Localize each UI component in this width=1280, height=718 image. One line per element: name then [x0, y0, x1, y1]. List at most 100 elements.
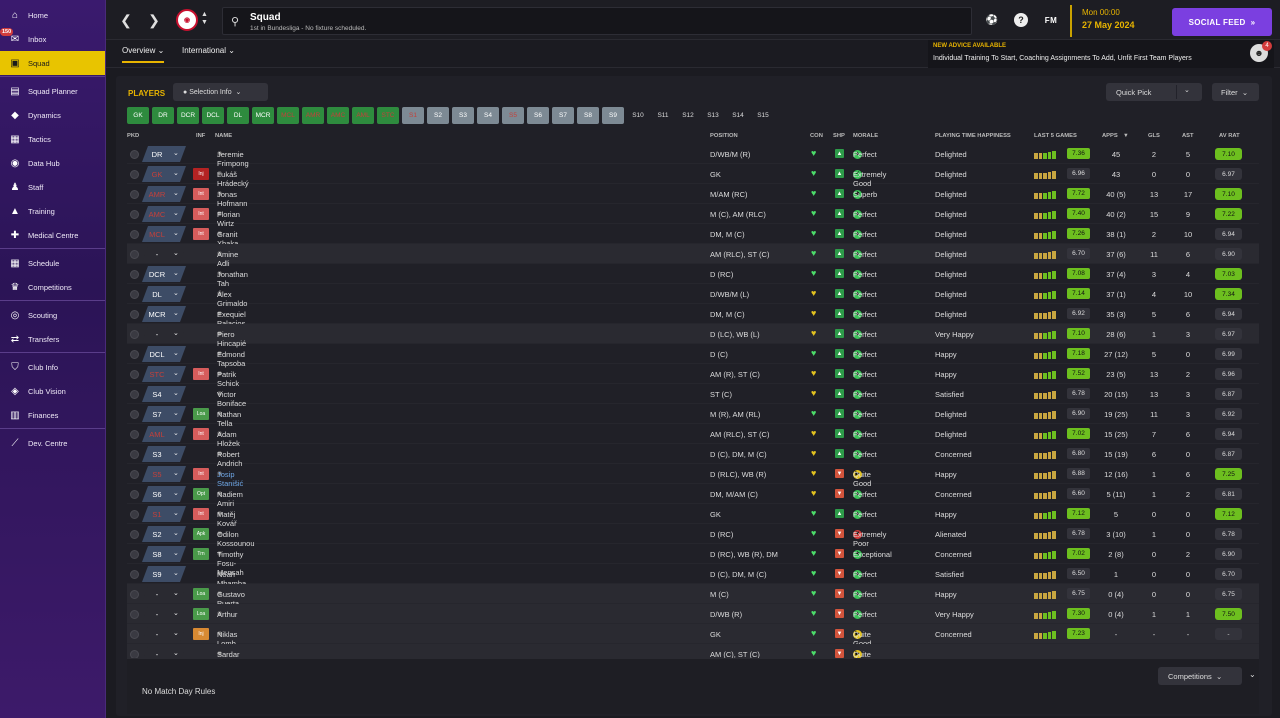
table-row[interactable]: - ⌄ Loa ◉Gustavo Puerta M (C) ♥ ▼ ▲Perfect Happy… — [127, 584, 1259, 608]
selection-info-button[interactable]: ● Selection Info ⌄ — [173, 83, 268, 101]
pick-radio[interactable] — [130, 330, 139, 339]
selection-dropdown[interactable]: S1 — [142, 506, 186, 522]
chevron-down-icon[interactable]: ⌄ — [173, 170, 179, 177]
chevron-down-icon[interactable]: ⌄ — [173, 370, 179, 377]
sidebar-item-data-hub[interactable]: ◉ Data Hub — [0, 151, 105, 175]
table-row[interactable]: S8 ⌄ Trn ◉ Timothy Fosu-Mensah D (RC), WB (R)… — [127, 544, 1259, 577]
position-button-s9[interactable]: S9 — [602, 107, 624, 124]
sidebar-item-competitions[interactable]: ♛ Competitions — [0, 275, 105, 299]
pick-radio[interactable] — [130, 530, 139, 539]
sidebar-item-training[interactable]: ▲ Training — [0, 199, 105, 223]
chevron-down-icon[interactable]: ⌄ — [173, 650, 179, 657]
col-name[interactable]: NAME — [215, 133, 233, 139]
position-button-amc[interactable]: AMC — [327, 107, 349, 124]
help-icon[interactable]: ? — [1014, 13, 1028, 27]
position-button-s4[interactable]: S4 — [477, 107, 499, 124]
ball-icon[interactable]: ⚽ — [985, 14, 999, 26]
selection-dropdown[interactable]: S5 — [142, 466, 186, 482]
position-button-s3[interactable]: S3 — [452, 107, 474, 124]
selection-dropdown[interactable]: DL — [142, 286, 186, 302]
selection-dropdown[interactable]: GK — [142, 166, 186, 182]
selection-dropdown[interactable]: MCL — [142, 226, 186, 242]
sidebar-item-club-info[interactable]: ⛉ Club Info — [0, 355, 105, 379]
pick-radio[interactable] — [130, 150, 139, 159]
pick-radio[interactable] — [130, 370, 139, 379]
chevron-down-icon[interactable]: ⌄ — [1184, 87, 1190, 94]
position-button-s12[interactable]: S12 — [682, 112, 694, 119]
pick-radio[interactable] — [130, 230, 139, 239]
selection-dropdown[interactable]: DCR — [142, 266, 186, 282]
sidebar-item-schedule[interactable]: ▦ Schedule — [0, 251, 105, 275]
pick-radio[interactable] — [130, 430, 139, 439]
col-apps[interactable]: APPS — [1102, 133, 1118, 139]
col-pkd[interactable]: PKD — [127, 133, 140, 139]
table-row[interactable]: AML ⌄ Int ◉ Adam Hložek AM (RLC), ST (C) ♥ ▲ ▲ Pe… — [127, 424, 1259, 448]
chevron-down-icon[interactable]: ⌄ — [173, 550, 179, 557]
col-last5[interactable]: LAST 5 GAMES — [1034, 133, 1077, 139]
position-button-s8[interactable]: S8 — [577, 107, 599, 124]
selection-dropdown[interactable]: S4 — [142, 386, 186, 402]
chevron-down-icon[interactable]: ⌄ — [173, 310, 179, 317]
position-button-s5[interactable]: S5 — [502, 107, 524, 124]
table-row[interactable]: - ⌄ ◉Sardar Azmoun AM (C), ST (C) ♥ ▼ ▶Quite G… — [127, 644, 1259, 658]
table-row[interactable]: - ⌄ Loa ◉ Arthur D/WB (R) ♥ ▼ ▲ Perfect Very Happy… — [127, 604, 1259, 624]
pick-radio[interactable] — [130, 350, 139, 359]
pick-radio[interactable] — [130, 650, 139, 658]
col-morale[interactable]: MORALE — [853, 133, 879, 139]
selection-dropdown[interactable]: DCL — [142, 346, 186, 362]
table-row[interactable]: AMR ⌄ Int ◉ Jonas Hofmann M/AM (RC) ♥ ▲ ◆ Superb D… — [127, 184, 1259, 208]
col-avrat[interactable]: AV RAT — [1219, 133, 1240, 139]
selection-dropdown[interactable]: - — [142, 586, 186, 602]
table-row[interactable]: STC ⌄ Int ◉ Patrik Schick AM (R), ST (C) ♥ ▲ ▲ Pe… — [127, 364, 1259, 388]
back-arrow-icon[interactable]: ❮ — [120, 11, 132, 28]
table-row[interactable]: S4 ⌄ ◉ Victor Boniface ST (C) ♥ ▲ ▲ Perfect Satis… — [127, 384, 1259, 408]
sidebar-item-home[interactable]: ⌂ Home — [0, 3, 105, 27]
chevron-down-icon[interactable]: ⌄ — [173, 250, 179, 257]
pick-radio[interactable] — [130, 570, 139, 579]
selection-dropdown[interactable]: S8 — [142, 546, 186, 562]
table-row[interactable]: MCR⌄◉Exequiel PalaciosDM, M (C)♥▲▲Perfec… — [127, 304, 1259, 328]
table-row[interactable]: S5 ⌄ Int ◉ Josip Stanišić D (RLC), WB (R) ♥ ▼ ▶ Q… — [127, 464, 1259, 488]
pick-radio[interactable] — [130, 190, 139, 199]
sidebar-item-dev-centre[interactable]: ⟋ Dev. Centre — [0, 431, 105, 455]
table-row[interactable]: S7 ⌄ Loa ◉ Nathan Tella M (R), AM (RL) ♥ ▲ ▲ Perf… — [127, 404, 1259, 428]
table-row[interactable]: - ⌄ Inj ◉Niklas Lomb GK ♥ ▼ ▶Quite Good Concerne… — [127, 624, 1259, 648]
table-row[interactable]: DCR ⌄ ◉ Jonathan Tah D (RC) ♥ ▲ ▲ Perfect Delight… — [127, 264, 1259, 288]
selection-dropdown[interactable]: - — [142, 606, 186, 622]
sidebar-item-staff[interactable]: ♟ Staff — [0, 175, 105, 199]
position-button-mcr[interactable]: MCR — [252, 107, 274, 124]
chevron-down-icon[interactable]: ⌄ — [173, 390, 179, 397]
chevron-down-icon[interactable]: ⌄ — [173, 590, 179, 597]
pick-radio[interactable] — [130, 490, 139, 499]
position-button-stc[interactable]: STC — [377, 107, 399, 124]
position-button-s11[interactable]: S11 — [657, 112, 669, 119]
advice-banner[interactable]: NEW ADVICE AVAILABLE Individual Training… — [928, 40, 1274, 68]
chevron-down-icon[interactable]: ⌄ — [173, 530, 179, 537]
pick-radio[interactable] — [130, 510, 139, 519]
chevron-down-icon[interactable]: ⌄ — [173, 610, 179, 617]
selection-dropdown[interactable]: S9 — [142, 566, 186, 582]
chevron-down-icon[interactable]: ⌄ — [173, 190, 179, 197]
sidebar-item-squad[interactable]: ▣ Squad — [0, 51, 105, 75]
pick-radio[interactable] — [130, 390, 139, 399]
table-row[interactable]: GK ⌄ Inj ◉ Lukáš Hrádecký GK ♥ ▲ ✓ Extremely Good… — [127, 164, 1259, 188]
selection-dropdown[interactable]: AMC — [142, 206, 186, 222]
position-button-s6[interactable]: S6 — [527, 107, 549, 124]
col-con[interactable]: CON — [810, 133, 823, 139]
pick-radio[interactable] — [130, 410, 139, 419]
pick-radio[interactable] — [130, 470, 139, 479]
col-gls[interactable]: GLS — [1148, 133, 1160, 139]
chevron-down-icon[interactable]: ⌄ — [173, 470, 179, 477]
sidebar-item-dynamics[interactable]: ◆ Dynamics — [0, 103, 105, 127]
col-position[interactable]: POSITION — [710, 133, 738, 139]
chevron-down-icon[interactable]: ⌄ — [173, 290, 179, 297]
position-button-s15[interactable]: S15 — [757, 112, 769, 119]
pick-radio[interactable] — [130, 590, 139, 599]
table-row[interactable]: S6 ⌄ Opt ◉ Nadiem Amiri DM, M/AM (C) ♥ ▼ ▲ Perfec… — [127, 484, 1259, 508]
table-row[interactable]: S3 ⌄ ◉ Robert Andrich D (C), DM, M (C) ♥ ▲ ▲ Per… — [127, 444, 1259, 468]
pick-radio[interactable] — [130, 610, 139, 619]
position-button-dcr[interactable]: DCR — [177, 107, 199, 124]
selection-dropdown[interactable]: - — [142, 246, 186, 262]
sidebar-item-inbox[interactable]: ✉ Inbox 150 — [0, 27, 105, 51]
table-row[interactable]: DR ⌄ ◉ Jeremie Frimpong D/WB/M (R) ♥ ▲ ▲ Perfect… — [127, 144, 1259, 168]
